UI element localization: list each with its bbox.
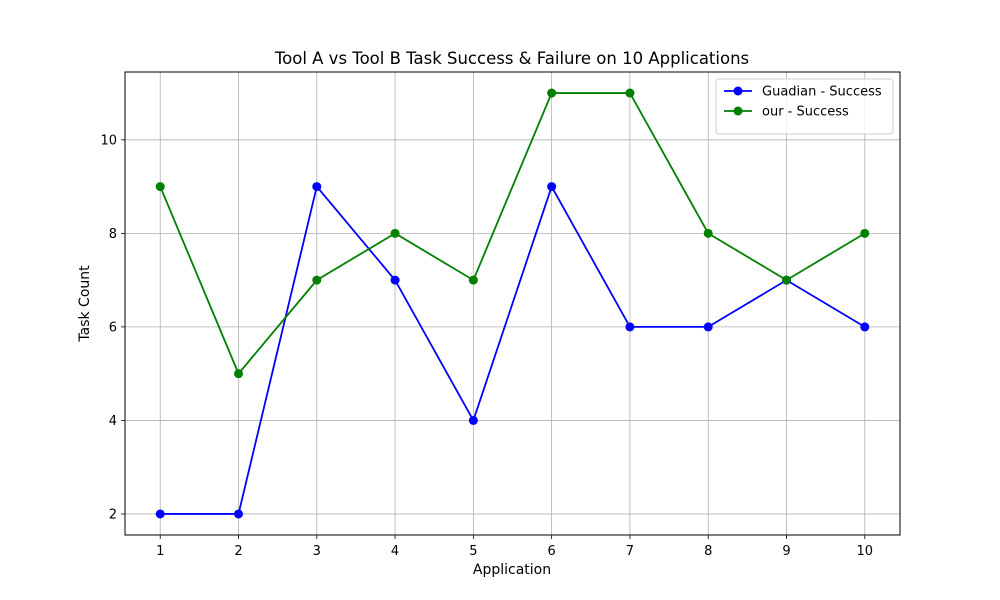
x-tick-label: 7 — [626, 544, 634, 559]
x-tick-label: 6 — [548, 544, 556, 559]
y-tick-label: 10 — [100, 133, 117, 148]
x-tick-label: 9 — [782, 544, 790, 559]
chart-title: Tool A vs Tool B Task Success & Failure … — [274, 49, 749, 68]
data-point — [390, 228, 400, 238]
data-point — [625, 322, 635, 332]
legend-label: our - Success — [762, 105, 849, 120]
series-layer — [155, 88, 870, 519]
axis-ticks: 1 2 3 4 5 6 7 8 9 10 2 4 6 8 10 — [100, 133, 873, 559]
data-point — [468, 275, 478, 285]
data-point — [234, 369, 244, 379]
grid — [125, 72, 900, 535]
legend-item: Guadian - Success — [724, 85, 882, 100]
legend-label: Guadian - Success — [762, 85, 882, 100]
data-point — [703, 322, 713, 332]
x-tick-label: 5 — [469, 544, 477, 559]
data-point — [547, 182, 557, 192]
series-line — [159, 92, 866, 376]
data-point — [155, 509, 165, 519]
data-point — [312, 182, 322, 192]
data-point — [781, 275, 791, 285]
y-tick-label: 6 — [109, 320, 117, 335]
data-point — [860, 322, 870, 332]
series-1 — [155, 182, 870, 519]
plot-frame — [124, 71, 901, 536]
y-axis-title: Task Count — [77, 265, 93, 343]
y-tick-label: 8 — [109, 227, 117, 242]
x-tick-label: 4 — [391, 544, 399, 559]
x-axis-title: Application — [473, 562, 551, 578]
legend: Guadian - Success our - Success — [715, 78, 894, 135]
legend-item: our - Success — [724, 105, 849, 120]
x-tick-label: 3 — [313, 544, 321, 559]
legend-frame — [715, 78, 894, 135]
data-point — [312, 275, 322, 285]
series-line — [160, 184, 866, 515]
series-2 — [155, 88, 870, 379]
data-point — [860, 228, 870, 238]
data-point — [155, 182, 165, 192]
data-point — [703, 228, 713, 238]
legend-marker — [733, 106, 743, 116]
y-tick-label: 2 — [109, 507, 117, 522]
data-point — [547, 88, 557, 98]
data-point — [625, 88, 635, 98]
x-tick-label: 10 — [856, 544, 873, 559]
data-point — [390, 275, 400, 285]
y-tick-label: 4 — [109, 414, 117, 429]
data-point — [234, 509, 244, 519]
x-tick-label: 1 — [156, 544, 164, 559]
x-tick-label: 8 — [704, 544, 712, 559]
legend-marker — [733, 86, 743, 96]
data-point — [468, 415, 478, 425]
x-tick-label: 2 — [234, 544, 242, 559]
